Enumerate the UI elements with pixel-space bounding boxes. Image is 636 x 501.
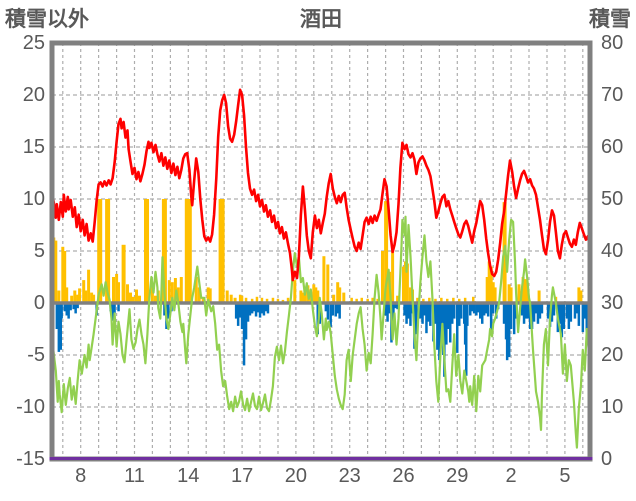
gridlines [52,43,590,459]
right-tick-label: 0 [601,448,613,470]
left-tick-label: -10 [16,396,45,418]
right-tick-label: 80 [601,32,624,54]
right-tick-label: 50 [601,188,624,210]
left-tick-label: 0 [33,292,45,314]
left-axis-title: 積雪以外 [5,8,89,31]
left-tick-label: 10 [22,188,45,210]
right-tick-label: 10 [601,396,624,418]
x-tick-label: 17 [230,465,254,487]
x-tick-label: 29 [446,465,469,487]
x-tick-label: 20 [284,465,308,487]
right-tick-label: 30 [601,292,624,314]
green-line-series [51,215,590,449]
x-tick-label: 23 [338,465,361,487]
x-tick-label: 8 [75,465,87,487]
left-tick-label: -15 [16,448,45,470]
x-tick-label: 11 [124,465,145,487]
right-axis-title: 積雪 [589,8,631,31]
x-tick-label: 5 [559,465,571,487]
left-tick-label: 25 [22,32,45,54]
left-tick-label: 5 [33,240,45,262]
red-line-series [51,88,591,282]
chart-title: 酒田 [300,8,342,31]
right-tick-label: 40 [601,240,624,262]
left-tick-label: 15 [22,136,45,158]
orange-bars-series [52,199,583,303]
right-tick-label: 70 [601,84,624,106]
left-tick-label: 20 [22,84,45,106]
x-tick-label: 14 [177,465,200,487]
right-tick-label: 60 [601,136,624,158]
x-tick-label: 26 [392,465,415,487]
x-tick-label: 2 [505,465,517,487]
left-tick-label: -5 [27,344,45,366]
right-tick-label: 20 [601,344,624,366]
